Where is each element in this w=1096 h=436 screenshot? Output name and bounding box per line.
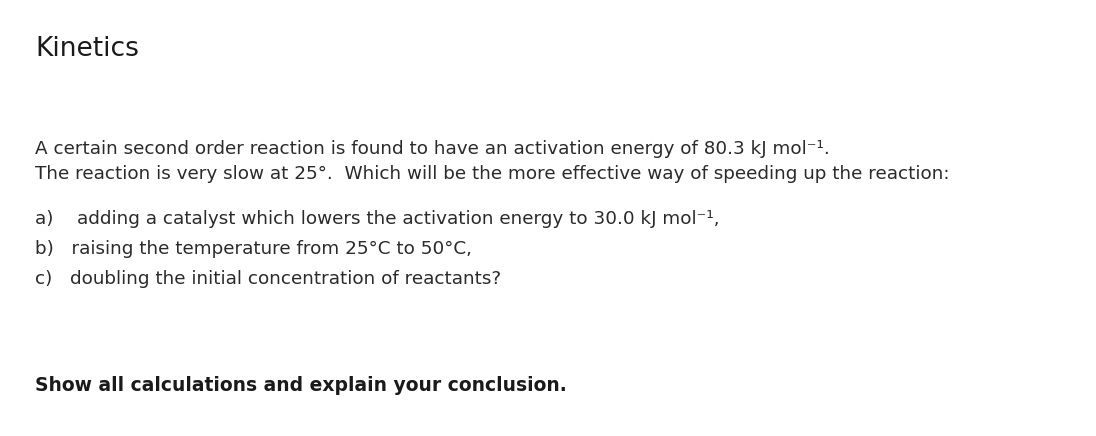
Text: a)    adding a catalyst which lowers the activation energy to 30.0 kJ mol⁻¹,: a) adding a catalyst which lowers the ac… xyxy=(35,210,719,228)
Text: Show all calculations and explain your conclusion.: Show all calculations and explain your c… xyxy=(35,376,567,395)
Text: The reaction is very slow at 25°.  Which will be the more effective way of speed: The reaction is very slow at 25°. Which … xyxy=(35,165,949,183)
Text: A certain second order reaction is found to have an activation energy of 80.3 kJ: A certain second order reaction is found… xyxy=(35,140,830,158)
Text: b)   raising the temperature from 25°C to 50°C,: b) raising the temperature from 25°C to … xyxy=(35,240,472,258)
Text: Kinetics: Kinetics xyxy=(35,36,139,62)
Text: c)   doubling the initial concentration of reactants?: c) doubling the initial concentration of… xyxy=(35,270,501,288)
